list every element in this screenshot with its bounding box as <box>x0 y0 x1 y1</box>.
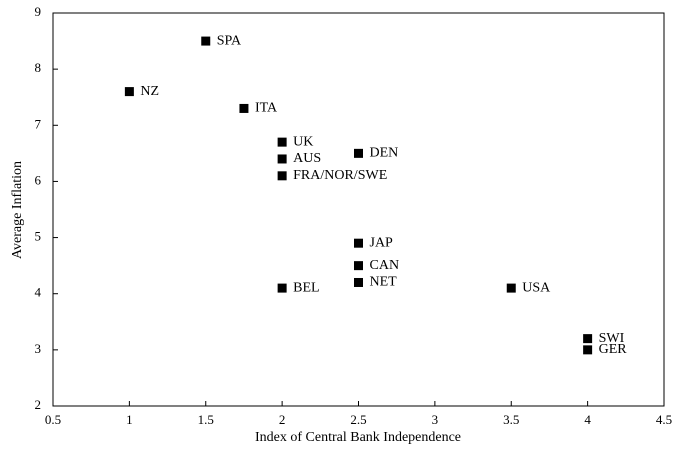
x-tick-label: 0.5 <box>45 412 61 427</box>
point-label: CAN <box>370 258 400 273</box>
point-label: BEL <box>293 280 319 295</box>
y-tick-label: 7 <box>35 116 42 131</box>
point <box>354 261 363 271</box>
point-label: NZ <box>140 84 159 99</box>
x-tick-label: 2.5 <box>350 412 366 427</box>
x-tick-label: 1 <box>126 412 133 427</box>
x-tick-label: 2 <box>279 412 286 427</box>
point <box>277 137 287 147</box>
point-label: JAP <box>370 235 394 250</box>
x-tick-label: 4 <box>584 412 591 427</box>
point <box>124 87 134 97</box>
point <box>583 334 593 344</box>
point-label: SWI <box>599 331 625 346</box>
point-label: ITA <box>255 101 278 116</box>
point <box>239 103 249 113</box>
point-label: DEN <box>370 146 399 161</box>
point <box>506 283 516 293</box>
plot-frame <box>52 12 665 407</box>
y-tick-label: 3 <box>35 341 42 356</box>
y-tick-label: 6 <box>35 172 42 187</box>
point-label: GER <box>599 342 628 357</box>
x-tick-label: 3 <box>432 412 439 427</box>
x-tick-label: 4.5 <box>656 412 672 427</box>
y-tick-label: 9 <box>35 4 42 19</box>
point <box>583 345 593 355</box>
x-tick-label: 3.5 <box>503 412 519 427</box>
point <box>354 238 363 248</box>
point <box>277 171 287 181</box>
point-label: FRA/NOR/SWE <box>293 168 387 183</box>
x-tick-label: 1.5 <box>198 412 214 427</box>
point-label: USA <box>522 280 551 295</box>
point-label: NET <box>370 275 398 290</box>
x-axis-label: Index of Central Bank Independence <box>255 430 461 445</box>
point <box>201 36 211 46</box>
point-label: AUS <box>293 151 321 166</box>
y-axis-label: Average Inflation <box>10 161 25 259</box>
point-label: UK <box>293 134 313 149</box>
point <box>277 154 287 164</box>
y-tick-label: 2 <box>35 397 42 412</box>
point-label: SPA <box>217 33 242 48</box>
y-tick-label: 8 <box>35 60 42 75</box>
point <box>277 283 287 293</box>
point <box>354 277 363 287</box>
y-tick-label: 4 <box>35 285 42 300</box>
point <box>354 148 363 158</box>
y-tick-label: 5 <box>35 229 42 244</box>
